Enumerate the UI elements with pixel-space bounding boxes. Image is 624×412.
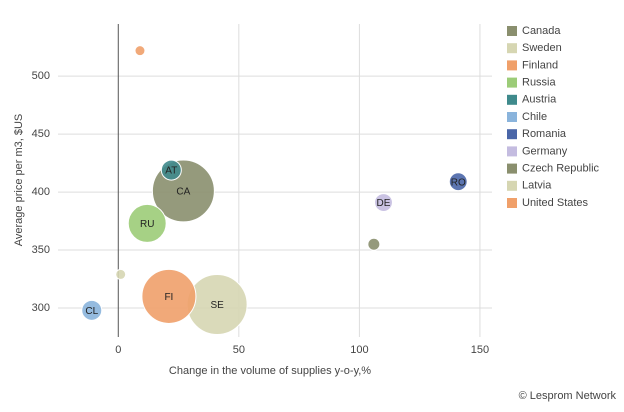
bubble	[448, 172, 468, 192]
legend-swatch	[507, 180, 517, 191]
x-tick-label: 0	[115, 344, 121, 356]
bubble	[115, 268, 127, 280]
legend-label: Canada	[522, 25, 561, 37]
legend-label: Austria	[522, 94, 557, 106]
y-tick-label: 350	[32, 244, 50, 256]
legend-swatch	[507, 163, 517, 174]
legend-swatch	[507, 146, 517, 157]
bubble-label: CL	[85, 306, 98, 317]
legend-label: Latvia	[522, 180, 552, 192]
legend-swatch	[507, 129, 517, 140]
legend-swatch	[507, 60, 517, 71]
bubble	[160, 159, 182, 181]
y-tick-label: 500	[32, 70, 50, 82]
bubble-label: RO	[451, 177, 466, 188]
x-tick-label: 50	[233, 344, 245, 356]
bubble-label: RU	[140, 219, 154, 230]
legend-label: Romania	[522, 128, 567, 140]
legend-swatch	[507, 94, 517, 105]
x-tick-label: 100	[350, 344, 368, 356]
bubble-label: SE	[210, 300, 224, 311]
y-tick-label: 450	[32, 128, 50, 140]
legend-swatch	[507, 26, 517, 36]
legend-swatch	[507, 112, 517, 122]
x-tick-label: 150	[471, 344, 489, 356]
legend-swatch	[507, 77, 517, 88]
legend-label: Czech Republic	[522, 163, 600, 175]
legend-label: Germany	[522, 145, 568, 157]
legend-label: Sweden	[522, 42, 562, 54]
legend-label: Chile	[522, 111, 547, 123]
credit: © Lesprom Network	[519, 390, 617, 402]
y-tick-label: 300	[32, 302, 50, 314]
legend-swatch	[507, 198, 517, 208]
bubble	[134, 45, 146, 57]
x-axis-label: Change in the volume of supplies y-o-y,%	[169, 365, 371, 377]
y-tick-label: 400	[32, 186, 50, 198]
bubble	[374, 193, 393, 212]
legend-label: Russia	[522, 77, 557, 89]
bubble	[367, 237, 381, 251]
legend-label: Finland	[522, 59, 558, 71]
bubble-label: CA	[176, 187, 190, 198]
bubble-label: DE	[377, 198, 391, 209]
legend-swatch	[507, 43, 517, 54]
bubble	[141, 268, 197, 324]
bubble	[127, 203, 167, 243]
legend-label: United States	[522, 197, 589, 209]
bubble	[81, 299, 103, 321]
bubble-label: AT	[165, 166, 177, 177]
y-axis-label: Average price per m3, $US	[13, 114, 25, 246]
bubble-label: FI	[164, 292, 173, 303]
